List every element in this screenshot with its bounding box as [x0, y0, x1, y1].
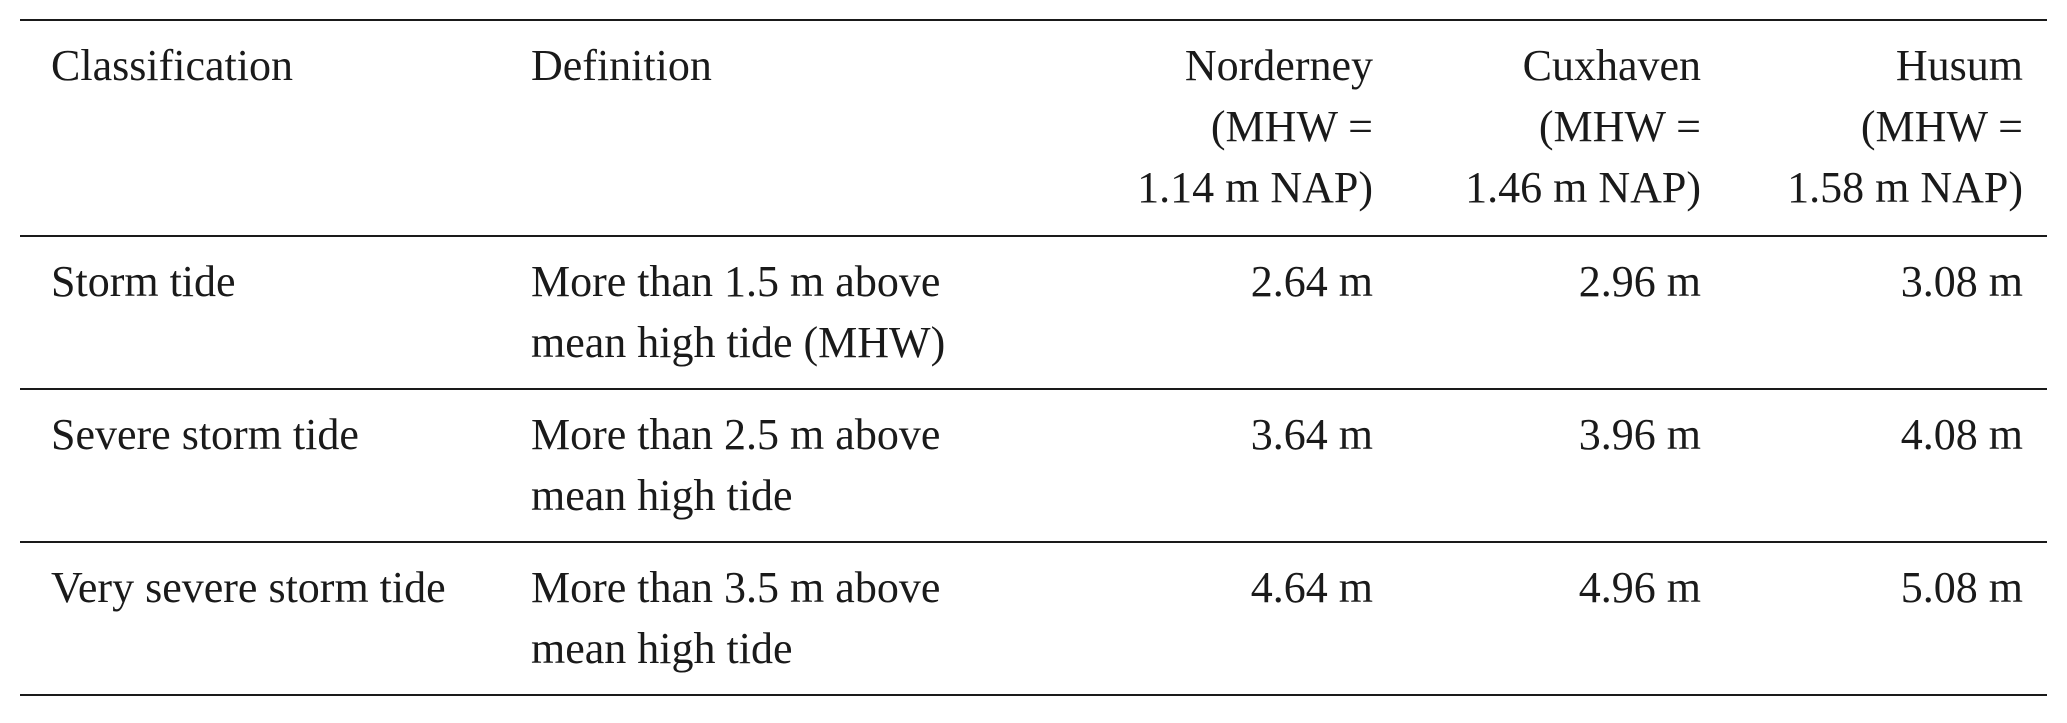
cell-norderney: 2.64 m	[1250, 257, 1373, 306]
cell-definition-line: mean high tide	[531, 471, 793, 520]
header-husum-line: 1.58 m NAP)	[1787, 163, 2023, 212]
cell-husum: 5.08 m	[1900, 563, 2023, 612]
header-norderney-line: 1.14 m NAP)	[1137, 163, 1373, 212]
header-row: Classification Definition Norderney (MHW…	[20, 20, 2047, 236]
cell-norderney: 3.64 m	[1250, 410, 1373, 459]
cell-definition-line: mean high tide	[531, 624, 793, 673]
header-definition: Definition	[531, 41, 712, 90]
header-cuxhaven: Cuxhaven (MHW = 1.46 m NAP)	[1377, 20, 1705, 236]
header-cuxhaven-line: 1.46 m NAP)	[1465, 163, 1701, 212]
cell-husum: 4.08 m	[1900, 410, 2023, 459]
header-norderney: Norderney (MHW = 1.14 m NAP)	[1042, 20, 1377, 236]
cell-husum: 3.08 m	[1900, 257, 2023, 306]
table-header: Classification Definition Norderney (MHW…	[20, 20, 2047, 236]
cell-definition-line: mean high tide (MHW)	[531, 318, 946, 367]
cell-definition-line: More than 1.5 m above	[531, 257, 941, 306]
cell-classification: Very severe storm tide	[51, 563, 446, 612]
cell-definition-line: More than 3.5 m above	[531, 563, 941, 612]
header-norderney-line: (MHW =	[1210, 102, 1373, 151]
header-cuxhaven-line: Cuxhaven	[1522, 41, 1701, 90]
table-row: Severe storm tide More than 2.5 m above …	[20, 389, 2047, 542]
cell-cuxhaven: 3.96 m	[1578, 410, 1701, 459]
cell-classification: Storm tide	[51, 257, 236, 306]
cell-definition: More than 2.5 m above mean high tide	[531, 389, 1042, 542]
header-cuxhaven-line: (MHW =	[1538, 102, 1701, 151]
cell-cuxhaven: 4.96 m	[1578, 563, 1701, 612]
cell-definition: More than 3.5 m above mean high tide	[531, 542, 1042, 695]
cell-norderney: 4.64 m	[1250, 563, 1373, 612]
header-husum-line: (MHW =	[1860, 102, 2023, 151]
table-row: Very severe storm tide More than 3.5 m a…	[20, 542, 2047, 695]
header-classification: Classification	[51, 41, 293, 90]
cell-definition: More than 1.5 m above mean high tide (MH…	[531, 236, 1042, 389]
header-husum-line: Husum	[1895, 41, 2023, 90]
cell-cuxhaven: 2.96 m	[1578, 257, 1701, 306]
table-body: Storm tide More than 1.5 m above mean hi…	[20, 236, 2047, 695]
table-row: Storm tide More than 1.5 m above mean hi…	[20, 236, 2047, 389]
header-husum: Husum (MHW = 1.58 m NAP)	[1705, 20, 2047, 236]
cell-definition-line: More than 2.5 m above	[531, 410, 941, 459]
header-norderney-line: Norderney	[1184, 41, 1373, 90]
cell-classification: Severe storm tide	[51, 410, 359, 459]
storm-tide-classification-table: Classification Definition Norderney (MHW…	[20, 19, 2047, 696]
